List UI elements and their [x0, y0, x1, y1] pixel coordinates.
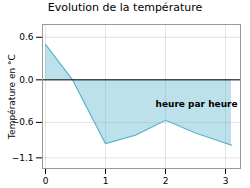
svg-text:0.0: 0.0	[19, 75, 34, 85]
svg-text:heure par heure: heure par heure	[156, 99, 238, 109]
svg-text:−0.6: −0.6	[11, 117, 34, 128]
svg-text:−1.1: −1.1	[12, 153, 34, 163]
svg-text:1: 1	[103, 176, 109, 186]
svg-text:2: 2	[163, 176, 169, 186]
svg-text:Température en °C: Température en °C	[7, 54, 17, 140]
svg-text:0.6: 0.6	[19, 32, 34, 42]
svg-text:0: 0	[43, 176, 49, 186]
html-text:Evolution de la température: Evolution de la température	[47, 1, 203, 14]
svg-text:3: 3	[223, 176, 229, 186]
